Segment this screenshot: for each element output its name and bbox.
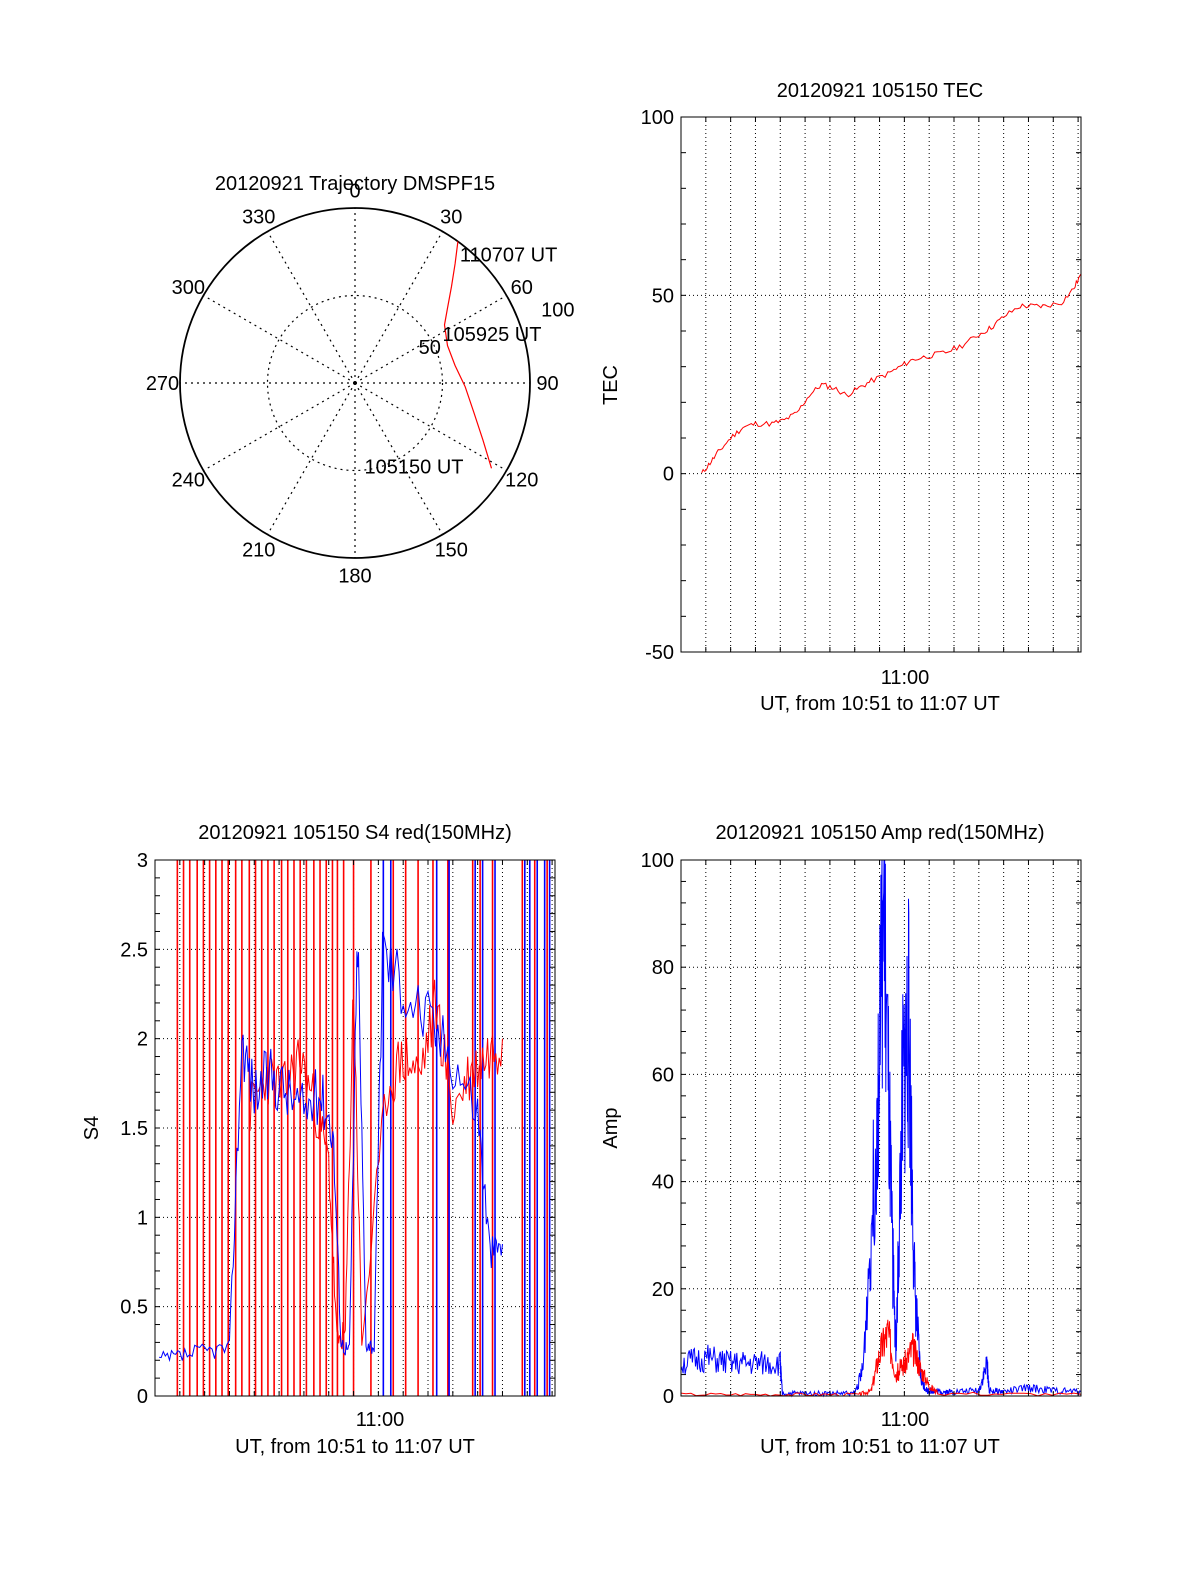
polar-spoke-330 [266, 231, 356, 384]
tec-x-axis-label: UT, from 10:51 to 11:07 UT [760, 693, 1000, 715]
s4-y-tick-labels: 0 0.5 1 1.5 2 2.5 3 [120, 850, 148, 1408]
y-tick-label: -50 [645, 642, 674, 664]
polar-angle-label: 120 [505, 469, 538, 491]
amp-ticks [681, 859, 1081, 1397]
s4-x-axis-label: UT, from 10:51 to 11:07 UT [235, 1436, 475, 1458]
polar-angle-label: 30 [440, 206, 462, 228]
y-tick-label: 80 [652, 957, 674, 979]
tec-y-tick-labels: -50 0 50 100 [641, 107, 674, 664]
trajectory-polar-chart: 20120921 Trajectory DMSPF15 0 30 60 90 120 15… [146, 173, 575, 588]
amp-plot-frame [680, 859, 1082, 1397]
polar-angle-label: 0 [349, 181, 360, 203]
polar-radius-label: 100 [541, 300, 574, 322]
blue-series-line [159, 931, 503, 1363]
red-series-line [701, 273, 1082, 474]
polar-angle-label: 300 [172, 277, 205, 299]
polar-ring-50 [266, 294, 444, 472]
polar-spoke-150 [354, 382, 444, 535]
y-tick-label: 1 [137, 1207, 148, 1229]
polar-angle-label: 210 [242, 540, 275, 562]
polar-grid [180, 208, 530, 558]
tec-plot-frame [680, 116, 1082, 653]
red-series-line [249, 979, 503, 1350]
s4-chart: 20120921 105150 S4 red(150MHz) 0 0.5 1 1.5 2… [81, 822, 556, 1458]
red-series-line [680, 1319, 1082, 1397]
amp-series [680, 859, 1082, 1398]
amp-chart: 20120921 105150 Amp red(150MHz) 0 20 40 60 8… [600, 822, 1082, 1458]
s4-series [159, 860, 551, 1396]
y-tick-label: 20 [652, 1279, 674, 1301]
tec-series [701, 273, 1082, 474]
polar-spoke-30 [354, 231, 444, 384]
y-tick-label: 40 [652, 1172, 674, 1194]
s4-title: 20120921 105150 S4 red(150MHz) [198, 822, 512, 844]
polar-spoke-210 [266, 382, 356, 535]
polar-outer-ring [179, 207, 531, 559]
s4-y-axis-label: S4 [81, 1116, 103, 1140]
polar-radius-label: 50 [419, 337, 441, 359]
polar-spoke-120 [354, 382, 507, 472]
polar-spoke-300 [203, 294, 356, 384]
y-tick-label: 0 [663, 464, 674, 486]
blue-series-line [680, 859, 1082, 1398]
amp-x-axis-label: UT, from 10:51 to 11:07 UT [760, 1436, 1000, 1458]
y-tick-label: 50 [652, 285, 674, 307]
polar-radius-labels: 50 100 [419, 300, 575, 360]
s4-x-tick-11-00: 11:00 [356, 1409, 405, 1431]
tec-grid [681, 117, 1081, 652]
y-tick-label: 3 [137, 850, 148, 872]
y-tick-label: 100 [641, 107, 674, 129]
polar-angle-label: 150 [435, 540, 468, 562]
polar-angle-label: 180 [338, 566, 371, 588]
tec-chart: 20120921 105150 TEC -50 0 50 100 11:00 UT, … [600, 80, 1082, 715]
amp-title: 20120921 105150 Amp red(150MHz) [715, 822, 1044, 844]
trajectory-annotation: 105150 UT [365, 456, 464, 478]
y-tick-label: 60 [652, 1064, 674, 1086]
y-tick-label: 0 [663, 1386, 674, 1408]
y-tick-label: 0 [137, 1386, 148, 1408]
tec-ticks [681, 116, 1081, 653]
polar-angle-label: 270 [146, 373, 179, 395]
y-tick-label: 0.5 [120, 1297, 148, 1319]
trajectory-annotation: 110707 UT [460, 244, 557, 266]
trajectory-title: 20120921 Trajectory DMSPF15 [215, 173, 495, 195]
trajectory-annotation: 105925 UT [443, 324, 542, 346]
trajectory-line [443, 241, 493, 469]
polar-spoke-240 [203, 382, 356, 472]
tec-title: 20120921 105150 TEC [777, 80, 983, 102]
polar-angle-label: 240 [172, 469, 205, 491]
s4-ticks [155, 859, 555, 1397]
polar-angle-label: 60 [511, 277, 533, 299]
tec-y-axis-label: TEC [600, 365, 622, 405]
polar-spoke-60 [354, 294, 507, 384]
polar-angle-label: 330 [242, 206, 275, 228]
amp-y-tick-labels: 0 20 40 60 80 100 [641, 850, 674, 1408]
y-tick-label: 100 [641, 850, 674, 872]
y-tick-label: 2.5 [120, 939, 148, 961]
y-tick-label: 2 [137, 1029, 148, 1051]
trajectory-annotations: 110707 UT 105925 UT 105150 UT [365, 244, 558, 478]
amp-x-tick-11-00: 11:00 [881, 1409, 930, 1431]
amp-y-axis-label: Amp [600, 1107, 622, 1148]
polar-angle-label: 90 [536, 373, 558, 395]
y-tick-label: 1.5 [120, 1118, 148, 1140]
tec-x-tick-11-00: 11:00 [881, 667, 930, 689]
polar-angle-labels: 0 30 60 90 120 150 180 210 240 270 300 330 [146, 181, 559, 588]
